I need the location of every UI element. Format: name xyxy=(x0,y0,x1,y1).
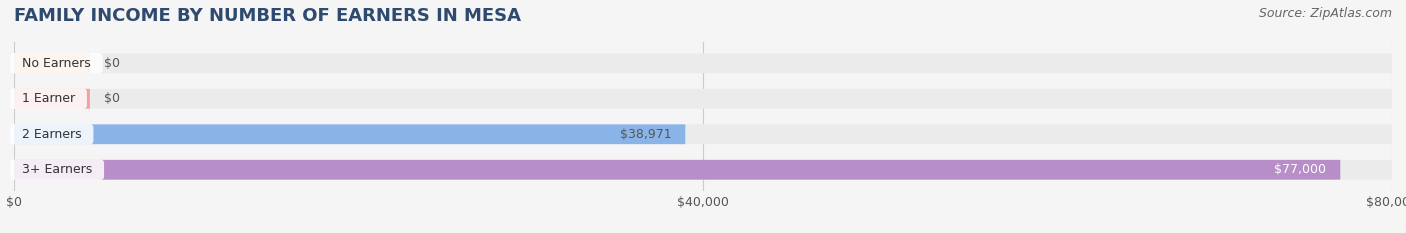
Text: 1 Earner: 1 Earner xyxy=(14,92,83,105)
Text: $77,000: $77,000 xyxy=(1274,163,1326,176)
FancyBboxPatch shape xyxy=(14,160,1340,180)
FancyBboxPatch shape xyxy=(14,53,90,73)
Text: 2 Earners: 2 Earners xyxy=(14,128,90,141)
Text: FAMILY INCOME BY NUMBER OF EARNERS IN MESA: FAMILY INCOME BY NUMBER OF EARNERS IN ME… xyxy=(14,7,522,25)
Text: $38,971: $38,971 xyxy=(620,128,672,141)
FancyBboxPatch shape xyxy=(14,124,685,144)
FancyBboxPatch shape xyxy=(14,53,1392,73)
Text: 3+ Earners: 3+ Earners xyxy=(14,163,100,176)
FancyBboxPatch shape xyxy=(14,89,90,109)
Text: $0: $0 xyxy=(104,57,120,70)
Text: $0: $0 xyxy=(104,92,120,105)
FancyBboxPatch shape xyxy=(14,160,1392,180)
Text: No Earners: No Earners xyxy=(14,57,98,70)
FancyBboxPatch shape xyxy=(14,124,1392,144)
Text: Source: ZipAtlas.com: Source: ZipAtlas.com xyxy=(1258,7,1392,20)
FancyBboxPatch shape xyxy=(14,89,1392,109)
